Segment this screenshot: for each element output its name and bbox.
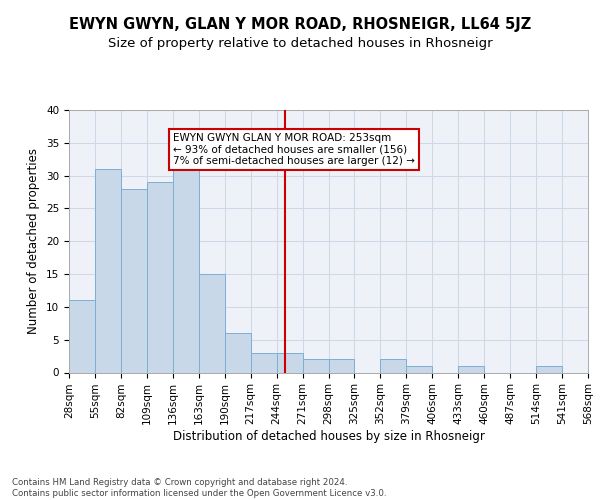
- Bar: [406, 366, 432, 372]
- Bar: [199, 274, 224, 372]
- Text: EWYN GWYN GLAN Y MOR ROAD: 253sqm
← 93% of detached houses are smaller (156)
7% : EWYN GWYN GLAN Y MOR ROAD: 253sqm ← 93% …: [173, 133, 415, 166]
- Text: EWYN GWYN, GLAN Y MOR ROAD, RHOSNEIGR, LL64 5JZ: EWYN GWYN, GLAN Y MOR ROAD, RHOSNEIGR, L…: [69, 18, 531, 32]
- Bar: [95, 169, 121, 372]
- Text: Contains HM Land Registry data © Crown copyright and database right 2024.
Contai: Contains HM Land Registry data © Crown c…: [12, 478, 386, 498]
- Bar: [536, 366, 562, 372]
- Bar: [173, 156, 199, 372]
- Bar: [277, 353, 302, 372]
- Bar: [69, 300, 95, 372]
- Bar: [224, 333, 251, 372]
- Text: Size of property relative to detached houses in Rhosneigr: Size of property relative to detached ho…: [107, 38, 493, 51]
- Bar: [329, 360, 355, 372]
- Bar: [147, 182, 173, 372]
- Bar: [380, 360, 406, 372]
- Bar: [251, 353, 277, 372]
- Bar: [458, 366, 484, 372]
- X-axis label: Distribution of detached houses by size in Rhosneigr: Distribution of detached houses by size …: [173, 430, 484, 443]
- Y-axis label: Number of detached properties: Number of detached properties: [28, 148, 40, 334]
- Bar: [121, 188, 147, 372]
- Bar: [302, 360, 329, 372]
